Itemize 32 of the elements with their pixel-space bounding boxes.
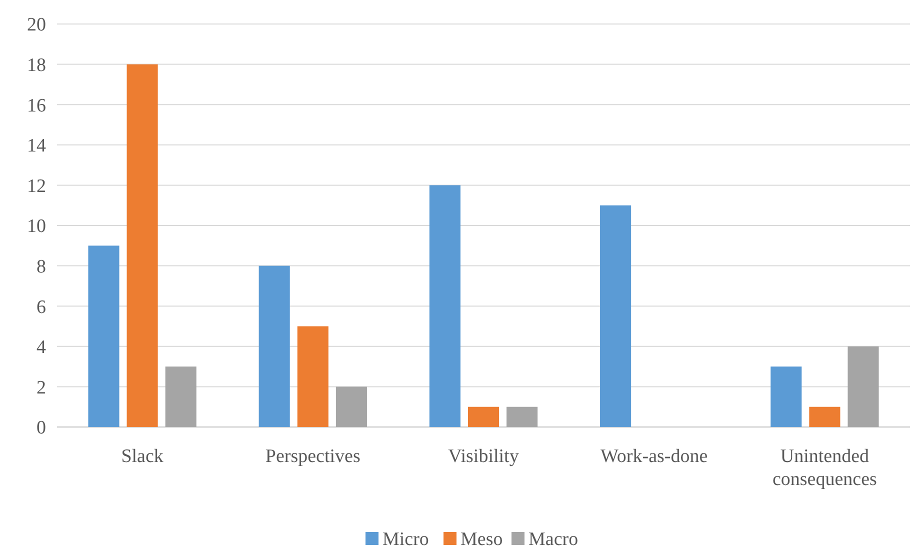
y-tick-label: 12 [27,176,46,197]
bar [770,366,802,427]
y-tick-label: 8 [36,256,46,278]
bar [126,64,158,427]
y-tick-label: 20 [27,14,46,36]
y-tick-label: 2 [36,377,46,398]
x-tick-label: Work-as-done [600,446,708,467]
bar [258,266,290,427]
y-tick-label: 18 [27,54,46,76]
x-tick-label: Unintended consequences [772,446,877,490]
legend-label: Macro [528,529,578,550]
bar [506,406,538,427]
y-tick-label: 14 [27,136,46,157]
x-tick-label: Slack [121,446,164,467]
bar [600,205,632,427]
bar [429,185,460,427]
bar [336,386,367,427]
x-tick-label: Visibility [448,446,520,467]
y-tick-label: 10 [27,216,46,238]
y-tick-label: 4 [36,337,46,358]
bar [297,326,328,427]
bar [848,346,879,427]
y-tick-label: 0 [36,418,46,439]
x-tick-label: Perspectives [265,446,360,467]
bar [88,246,120,427]
y-tick-label: 6 [36,296,46,318]
bar [165,366,196,427]
legend-label: Meso [460,529,503,550]
bar [809,406,840,427]
legend-label: Micro [382,529,429,550]
bar [468,406,500,427]
y-tick-label: 16 [27,95,46,116]
